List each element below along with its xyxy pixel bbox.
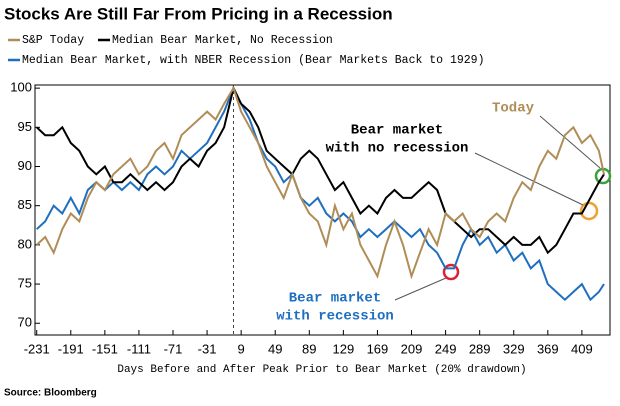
x-tick-label: -191 bbox=[58, 341, 84, 356]
chart-title: Stocks Are Still Far From Pricing in a R… bbox=[4, 4, 393, 23]
annotation: Bear market bbox=[289, 291, 381, 307]
y-tick-label: 95 bbox=[18, 119, 32, 134]
x-tick-label: 49 bbox=[268, 341, 282, 356]
y-tick-label: 85 bbox=[18, 197, 32, 212]
x-tick-label: 129 bbox=[333, 341, 355, 356]
legend-label: Median Bear Market, No Recession bbox=[112, 34, 333, 47]
y-tick-label: 90 bbox=[18, 158, 32, 173]
x-axis-label: Days Before and After Peak Prior to Bear… bbox=[117, 364, 526, 376]
y-tick-label: 80 bbox=[18, 236, 32, 251]
x-tick-label: 169 bbox=[367, 341, 389, 356]
series-line bbox=[36, 85, 605, 302]
legend-label: S&P Today bbox=[22, 34, 84, 47]
y-tick-label: 75 bbox=[18, 275, 32, 290]
annotation: Today bbox=[492, 101, 535, 117]
x-tick-label: 209 bbox=[401, 341, 423, 356]
x-tick-label: 89 bbox=[302, 341, 316, 356]
circle-red bbox=[442, 263, 460, 281]
x-tick-label: -151 bbox=[92, 341, 118, 356]
x-tick-label: -231 bbox=[24, 341, 50, 356]
x-tick-label: -71 bbox=[164, 341, 183, 356]
y-tick-label: 70 bbox=[18, 315, 32, 330]
x-tick-label: 369 bbox=[537, 341, 559, 356]
arrow bbox=[539, 115, 601, 169]
x-tick-label: 329 bbox=[503, 341, 525, 356]
legend-note: (Bear Markets Back to 1929) bbox=[298, 54, 484, 67]
annotation: with recession bbox=[276, 309, 394, 325]
circle-orange bbox=[579, 201, 599, 221]
series-line bbox=[36, 85, 605, 280]
arrow bbox=[394, 277, 447, 301]
x-tick-label: -111 bbox=[127, 341, 151, 356]
x-tick-label: 249 bbox=[435, 341, 457, 356]
arrow bbox=[474, 152, 584, 206]
x-tick-label: -31 bbox=[198, 341, 217, 356]
series-line bbox=[36, 85, 605, 255]
plot-frame bbox=[34, 84, 611, 336]
legend-label: Median Bear Market, with NBER Recession bbox=[22, 54, 291, 67]
x-tick-label: 9 bbox=[238, 341, 245, 356]
x-tick-label: 409 bbox=[571, 341, 593, 356]
source: Source: Bloomberg bbox=[4, 388, 97, 399]
y-tick-label: 100 bbox=[10, 80, 32, 95]
x-tick-label: 289 bbox=[469, 341, 491, 356]
annotation: Bear market bbox=[351, 123, 443, 139]
annotation: with no recession bbox=[326, 141, 469, 157]
